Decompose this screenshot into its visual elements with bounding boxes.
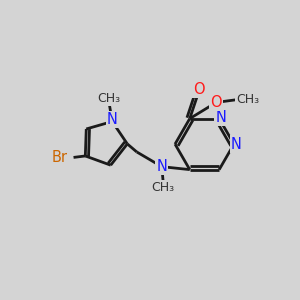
Text: N: N — [231, 136, 242, 152]
Text: CH₃: CH₃ — [236, 93, 259, 106]
Text: O: O — [193, 82, 204, 97]
Text: O: O — [210, 95, 222, 110]
Text: N: N — [215, 110, 226, 124]
Text: CH₃: CH₃ — [98, 92, 121, 105]
Text: N: N — [156, 159, 167, 174]
Text: N: N — [107, 112, 118, 127]
Text: CH₃: CH₃ — [152, 181, 175, 194]
Text: Br: Br — [52, 150, 68, 165]
